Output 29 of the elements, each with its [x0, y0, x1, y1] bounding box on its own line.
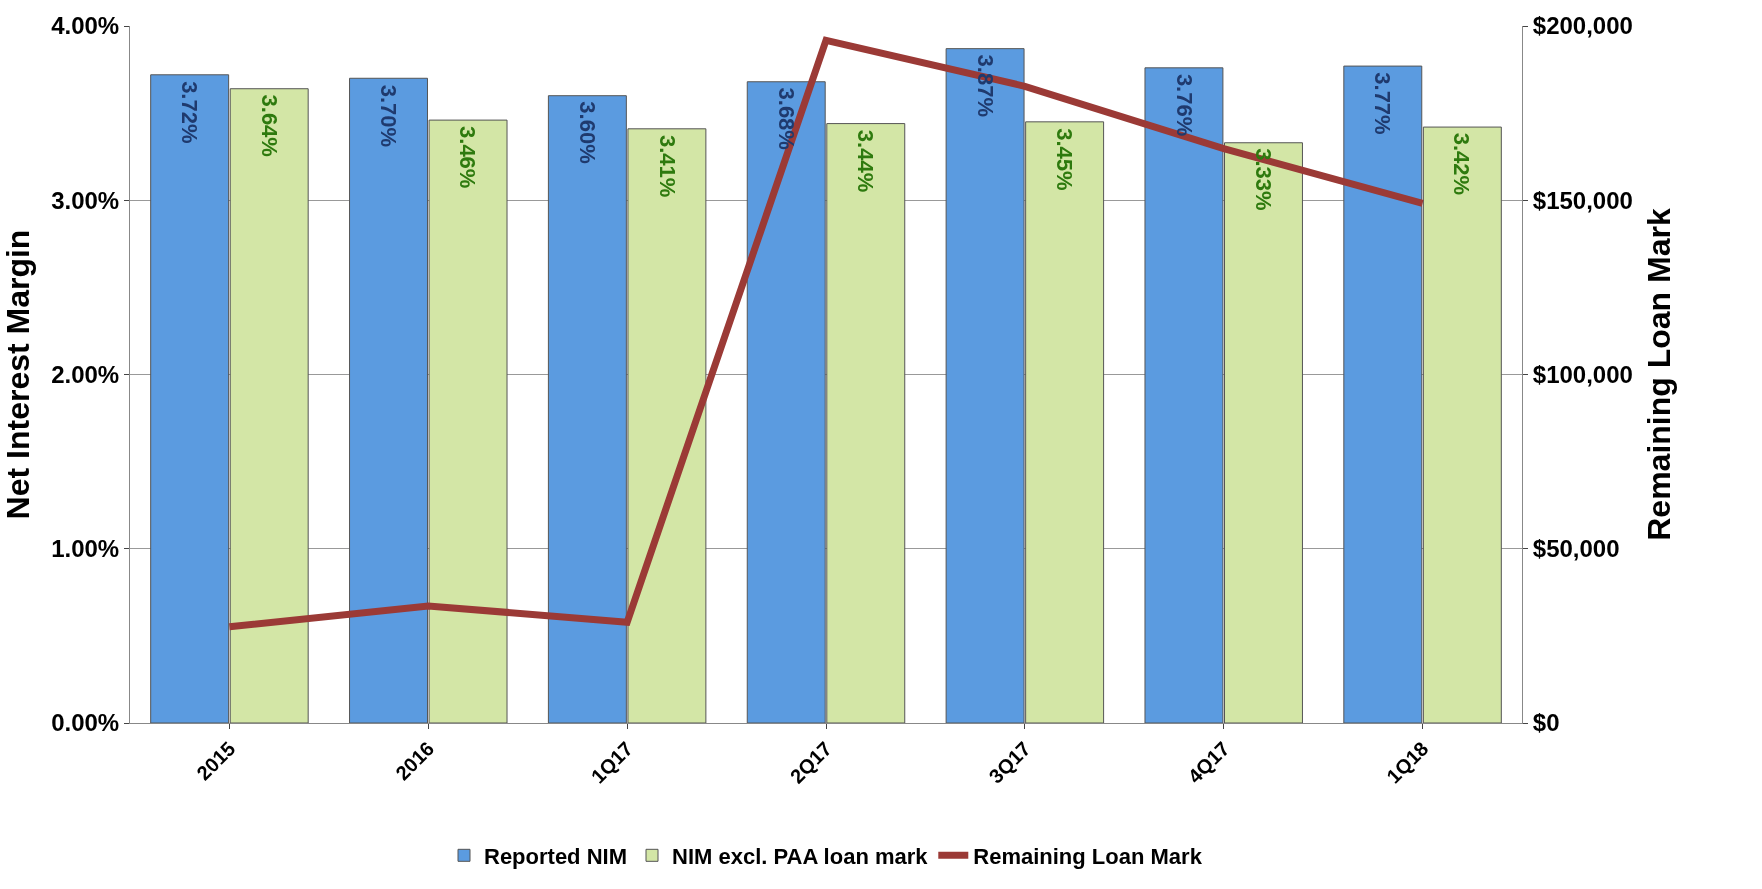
y2-axis-title: Remaining Loan Mark: [1640, 208, 1677, 541]
y-tick-label: 1.00%: [51, 535, 120, 563]
data-label: 3.45%: [1052, 128, 1078, 191]
y2-tick-label: $50,000: [1532, 535, 1620, 563]
legend-label: Reported NIM: [484, 843, 627, 869]
data-label: 3.41%: [654, 134, 680, 198]
legend-label: NIM excl. PAA loan mark: [672, 843, 929, 869]
y-tick-label: 0.00%: [51, 709, 120, 737]
data-label: 3.42%: [1449, 132, 1475, 196]
data-label: 3.33%: [1251, 148, 1277, 211]
y2-tick-label: $150,000: [1532, 186, 1633, 214]
data-label: 3.76%: [1171, 73, 1197, 137]
y2-tick-label: $200,000: [1532, 12, 1633, 40]
y2-tick-label: $100,000: [1532, 360, 1633, 388]
data-label: 3.87%: [972, 54, 998, 117]
data-label: 3.60%: [575, 101, 601, 164]
data-label: 3.44%: [853, 129, 879, 193]
data-label: 3.46%: [455, 126, 481, 189]
legend-label: Remaining Loan Mark: [973, 843, 1203, 869]
data-label: 3.77%: [1369, 72, 1395, 135]
data-label: 3.64%: [256, 94, 282, 157]
data-label: 3.68%: [773, 87, 799, 150]
y-tick-label: 2.00%: [51, 360, 120, 388]
y2-tick-label: $0: [1532, 709, 1560, 737]
data-label: 3.70%: [375, 84, 401, 148]
y-axis-title: Net Interest Margin: [0, 229, 36, 520]
data-label: 3.72%: [177, 81, 203, 144]
y-tick-label: 4.00%: [51, 12, 120, 40]
y-tick-label: 3.00%: [51, 186, 120, 214]
